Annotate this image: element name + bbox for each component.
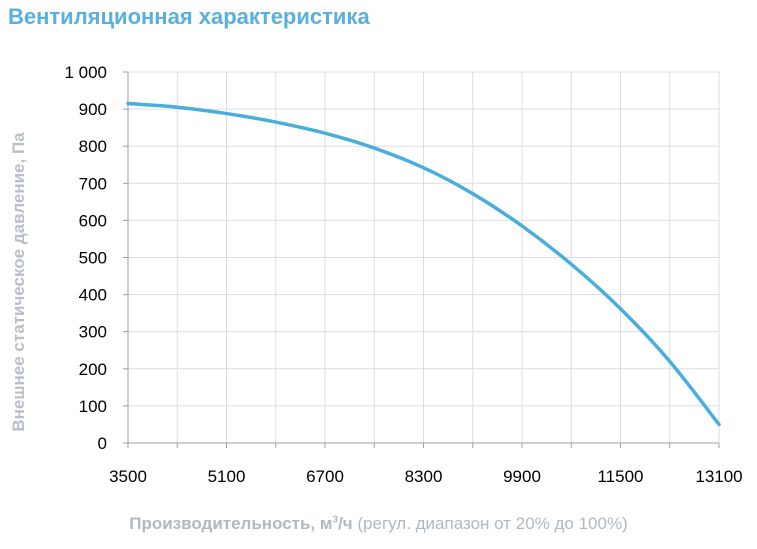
series <box>126 101 721 427</box>
y-tick-labels: 0 100 200 300 400 500 600 700 800 900 1 000 <box>64 63 107 453</box>
y-tick-label: 600 <box>79 211 107 230</box>
x-axis-label: Производительность, м3/ч (регул. диапазо… <box>0 514 757 534</box>
y-tick-label: 900 <box>79 100 107 119</box>
y-tick-label: 200 <box>79 360 107 379</box>
x-tick-labels: 3500 5100 6700 8300 9900 11500 13100 <box>109 467 743 486</box>
chart-title: Вентиляционная характеристика <box>8 4 370 29</box>
y-tick-label: 400 <box>79 286 107 305</box>
y-tick-label: 500 <box>79 249 107 268</box>
y-tick-label: 700 <box>79 174 107 193</box>
x-tick-label: 13100 <box>695 467 742 486</box>
x-axis-unit-superscript: 3 <box>332 514 339 526</box>
axes <box>123 71 720 448</box>
x-tick-label: 11500 <box>597 467 643 486</box>
y-axis-label: Внешнее статическое давление, Па <box>9 132 28 432</box>
x-axis-label-main: Производительность <box>129 514 311 533</box>
x-tick-label: 6700 <box>306 467 344 486</box>
series-line <box>126 101 721 427</box>
x-axis-unit-suffix: /ч <box>338 514 353 533</box>
x-axis-unit-prefix: , м <box>310 514 333 533</box>
y-tick-label: 100 <box>79 397 107 416</box>
y-tick-label: 300 <box>79 323 107 342</box>
x-tick-label: 9900 <box>503 467 541 486</box>
x-tick-label: 5100 <box>208 467 246 486</box>
x-tick-label: 3500 <box>109 467 147 486</box>
x-tick-label: 8300 <box>405 467 443 486</box>
y-tick-label: 800 <box>79 137 107 156</box>
y-tick-label: 0 <box>98 434 107 453</box>
x-axis-label-unit: , м3/ч <box>310 514 352 533</box>
grid <box>128 71 720 443</box>
y-tick-label: 1 000 <box>64 63 107 82</box>
x-axis-label-note: (регул. диапазон от 20% до 100%) <box>352 514 628 533</box>
